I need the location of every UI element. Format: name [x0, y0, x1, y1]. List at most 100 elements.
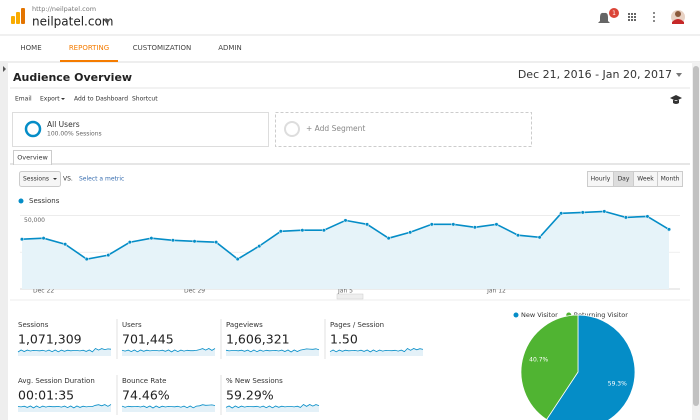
data-point[interactable]: [537, 235, 542, 240]
sparkline-area: [122, 404, 215, 412]
data-point[interactable]: [41, 236, 46, 241]
sparkline: [17, 404, 112, 409]
segment-name: All Users: [47, 120, 80, 129]
segment-detail: 100.00% Sessions: [47, 131, 102, 138]
toolbar-item[interactable]: Export: [40, 96, 60, 103]
sparkline: [121, 404, 216, 409]
data-point[interactable]: [602, 209, 607, 214]
sparkline: [225, 403, 320, 409]
expand-arrow[interactable]: [3, 66, 6, 72]
learn-icon[interactable]: [670, 95, 682, 104]
segment-ring: [24, 120, 42, 138]
data-point[interactable]: [386, 236, 391, 241]
resize-handle[interactable]: [336, 293, 364, 300]
data-point[interactable]: [645, 214, 650, 219]
data-point[interactable]: [343, 218, 348, 223]
toolbar-item[interactable]: Add to Dashboard: [74, 96, 128, 103]
data-point[interactable]: [559, 211, 564, 216]
metric-value: 701,445: [122, 332, 174, 347]
data-point[interactable]: [149, 236, 154, 241]
menu-icon[interactable]: [653, 12, 655, 22]
data-point[interactable]: [472, 225, 477, 230]
sparkline-area: [330, 348, 423, 356]
dropdown-arrow[interactable]: [676, 73, 682, 77]
data-point[interactable]: [192, 239, 197, 244]
add-segment[interactable]: + Add Segment: [306, 124, 365, 133]
interval-label[interactable]: Week: [637, 176, 654, 183]
dropdown-arrow: [53, 178, 57, 180]
toolbar-item[interactable]: Email: [15, 96, 32, 103]
top-bar: [0, 0, 700, 35]
pie-label: 59.3%: [608, 380, 627, 387]
data-point[interactable]: [451, 222, 456, 227]
site-name[interactable]: neilpatel.com: [32, 15, 114, 29]
scroll-thumb[interactable]: [693, 66, 699, 406]
metric-value: 74.46%: [122, 388, 170, 403]
data-point[interactable]: [235, 257, 240, 262]
nav-underline: [60, 60, 118, 62]
interval-button[interactable]: [657, 171, 683, 187]
dropdown-arrow[interactable]: [104, 20, 110, 24]
legend-label: Returning Visitor: [574, 311, 629, 319]
x-tick-label: Dec 22: [33, 288, 54, 295]
data-point[interactable]: [365, 222, 370, 227]
sparkline: [329, 347, 424, 353]
nav-item[interactable]: ADMIN: [218, 44, 242, 52]
data-point[interactable]: [84, 257, 89, 262]
interval-label[interactable]: Hourly: [591, 176, 611, 183]
data-point[interactable]: [19, 237, 25, 242]
segment-card[interactable]: [12, 112, 269, 147]
data-point[interactable]: [300, 228, 305, 233]
tab-label[interactable]: Overview: [17, 154, 48, 162]
data-point[interactable]: [429, 222, 434, 227]
avatar[interactable]: [671, 10, 685, 24]
data-point[interactable]: [170, 238, 176, 243]
data-point[interactable]: [127, 240, 132, 245]
metric-value: 59.29%: [226, 388, 274, 403]
toolbar-item[interactable]: Shortcut: [132, 96, 158, 103]
data-point[interactable]: [278, 229, 283, 234]
select-metric-link[interactable]: Select a metric: [79, 176, 124, 183]
data-point[interactable]: [666, 227, 672, 232]
data-point[interactable]: [214, 240, 219, 245]
x-tick-label: Jan 12: [486, 288, 506, 295]
apps-icon[interactable]: [628, 13, 636, 21]
legend-marker: [513, 312, 519, 318]
nav-item[interactable]: HOME: [20, 44, 41, 52]
data-point[interactable]: [515, 233, 521, 238]
data-point[interactable]: [623, 215, 628, 220]
date-range[interactable]: Dec 21, 2016 - Jan 20, 2017: [518, 68, 672, 81]
report-title: Audience Overview: [13, 71, 132, 84]
pie-slice[interactable]: [520, 314, 579, 420]
dropdown-arrow[interactable]: [61, 98, 65, 100]
notifications[interactable]: [598, 8, 619, 23]
data-point[interactable]: [408, 230, 413, 235]
sparkline: [17, 348, 112, 353]
nav-item[interactable]: CUSTOMIZATION: [133, 44, 191, 52]
pie-slice[interactable]: [546, 314, 636, 420]
data-point[interactable]: [580, 210, 585, 215]
add-segment-card[interactable]: [275, 112, 532, 147]
metric-label: % New Sessions: [226, 377, 283, 385]
sparkline-area: [122, 348, 215, 356]
interval-buttons: Hourly Day Week Month: [587, 171, 683, 187]
metric-label: Avg. Session Duration: [18, 377, 95, 385]
vs-label: VS.: [63, 176, 73, 183]
metric-value: 1,606,321: [226, 332, 290, 347]
interval-label[interactable]: Month: [661, 176, 680, 183]
data-point[interactable]: [321, 228, 326, 233]
data-point[interactable]: [63, 242, 68, 247]
sparkline-area: [18, 348, 111, 356]
metric-select[interactable]: [19, 171, 61, 187]
data-point[interactable]: [106, 253, 111, 258]
notification-count: 1: [612, 10, 616, 17]
nav-item-active[interactable]: REPORTING: [69, 44, 109, 52]
data-point[interactable]: [494, 222, 499, 227]
x-tick-label: Dec 29: [184, 288, 205, 295]
data-point[interactable]: [257, 244, 262, 249]
site-url: http://neilpatel.com: [32, 5, 96, 13]
metric-value: 1.50: [330, 332, 358, 347]
metric-label: Users: [122, 321, 142, 329]
interval-label[interactable]: Day: [618, 176, 630, 183]
